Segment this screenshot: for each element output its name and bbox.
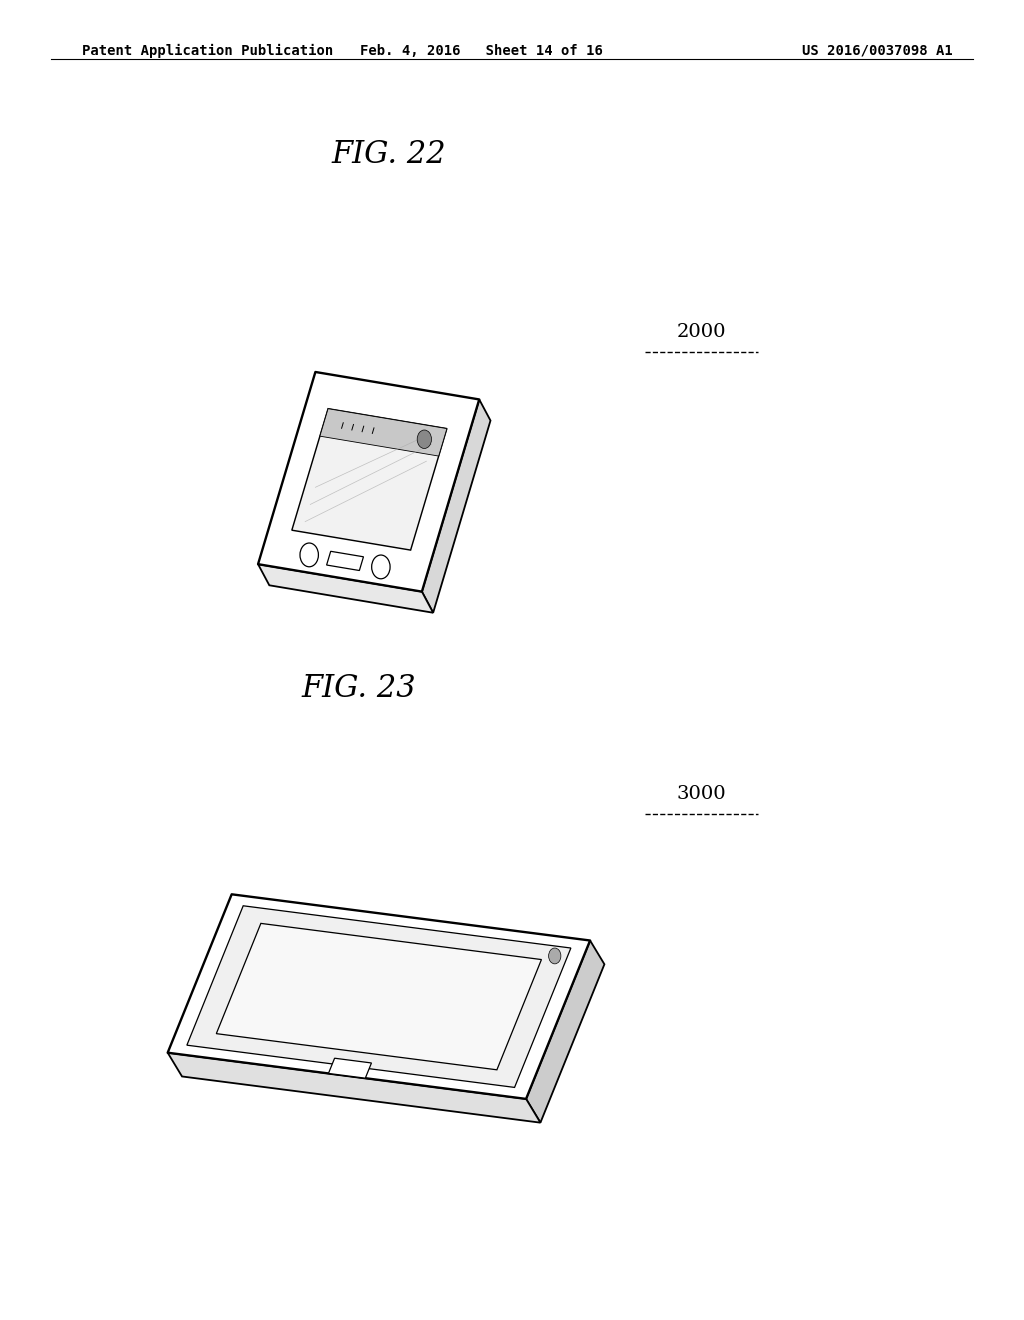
Polygon shape [422, 400, 490, 612]
Polygon shape [216, 924, 542, 1069]
Circle shape [549, 948, 561, 964]
Polygon shape [292, 409, 446, 550]
Circle shape [417, 430, 431, 449]
Text: FIG. 22: FIG. 22 [332, 139, 446, 169]
Polygon shape [187, 906, 571, 1088]
Circle shape [372, 554, 390, 578]
Text: FIG. 23: FIG. 23 [301, 673, 416, 704]
Polygon shape [319, 409, 446, 457]
Polygon shape [168, 1053, 541, 1122]
Text: 3000: 3000 [677, 785, 726, 804]
Text: Patent Application Publication: Patent Application Publication [82, 44, 333, 58]
Polygon shape [329, 1059, 372, 1078]
Polygon shape [327, 552, 364, 570]
Text: 2000: 2000 [677, 323, 726, 342]
Polygon shape [526, 940, 604, 1122]
Text: Feb. 4, 2016   Sheet 14 of 16: Feb. 4, 2016 Sheet 14 of 16 [359, 44, 603, 58]
Polygon shape [168, 895, 590, 1098]
Polygon shape [258, 372, 479, 591]
Circle shape [300, 543, 318, 566]
Text: US 2016/0037098 A1: US 2016/0037098 A1 [802, 44, 952, 58]
Polygon shape [258, 564, 433, 612]
